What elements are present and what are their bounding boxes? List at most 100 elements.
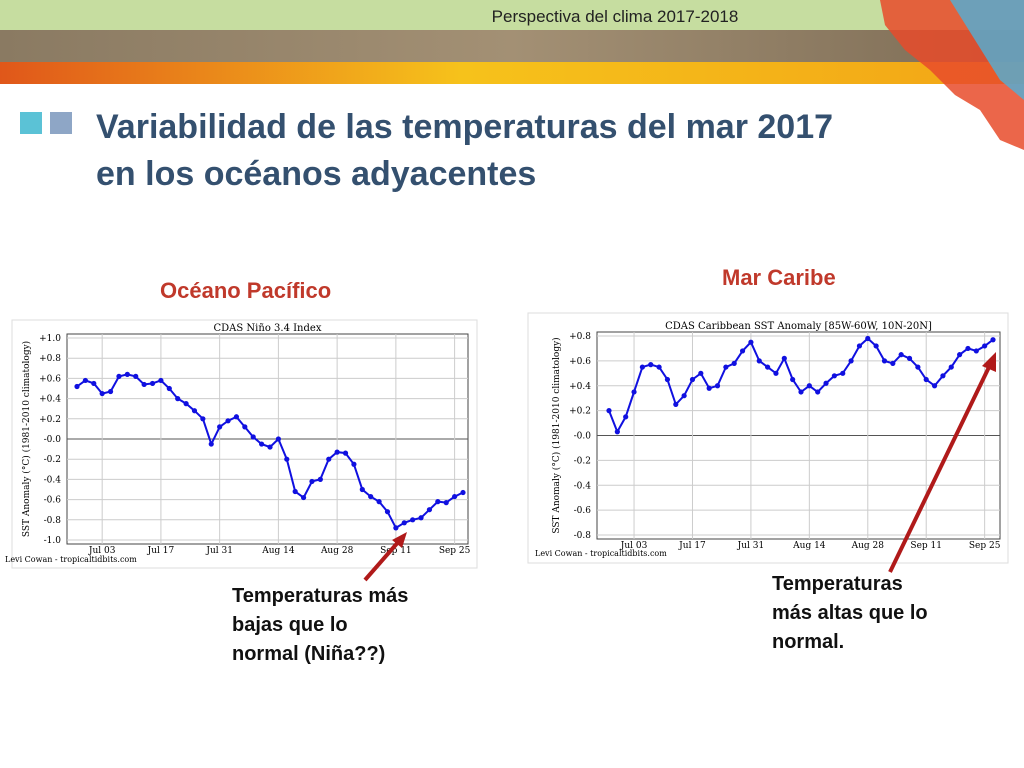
data-point: [368, 493, 374, 500]
data-point: [923, 376, 929, 383]
data-point: [317, 476, 323, 482]
x-tick-label: Sep 11: [910, 541, 942, 551]
data-point: [898, 352, 904, 358]
credit: Levi Cowan - tropicaltidbits.com: [5, 555, 137, 564]
x-tick-label: Sep 25: [439, 546, 471, 556]
data-point: [133, 373, 139, 379]
bullet-square: [20, 112, 42, 134]
data-point: [393, 525, 399, 531]
data-point: [158, 377, 164, 384]
x-tick-label: Jul 31: [737, 541, 765, 551]
data-point: [233, 414, 240, 420]
data-point: [990, 337, 996, 343]
data-point: [790, 376, 796, 383]
data-point: [957, 352, 963, 358]
data-point: [915, 364, 921, 370]
data-point: [965, 345, 971, 352]
data-point: [664, 376, 671, 383]
data-point: [149, 380, 156, 387]
arrow: [363, 538, 402, 582]
y-tick-label: +0.2: [39, 415, 61, 425]
data-point: [698, 370, 704, 376]
x-tick-label: Jul 17: [678, 541, 706, 551]
data-point: [443, 500, 449, 506]
data-point: [689, 376, 696, 383]
data-point: [284, 456, 290, 462]
data-point: [606, 408, 612, 414]
x-tick-label: Jul 03: [620, 541, 648, 551]
soil-band: [0, 30, 1024, 62]
data-point: [242, 424, 248, 430]
data-point: [183, 401, 189, 407]
y-tick-label: +0.4: [39, 395, 61, 405]
data-point: [74, 383, 80, 390]
annotation: normal (Niña??): [232, 643, 385, 665]
data-point: [765, 364, 771, 370]
data-point: [124, 371, 130, 377]
data-point: [731, 360, 737, 366]
annotation: Temperaturas: [772, 573, 903, 595]
y-tick-label: -0.8: [44, 516, 62, 526]
y-tick-label: +0.6: [39, 374, 61, 384]
heat-band: [0, 62, 1024, 84]
data-point: [873, 343, 879, 349]
header-band: [0, 0, 1024, 30]
data-point: [359, 486, 365, 493]
x-tick-label: Sep 25: [969, 541, 1001, 551]
data-point: [973, 348, 979, 354]
data-point: [748, 339, 754, 345]
data-point: [723, 364, 729, 370]
x-tick-label: Aug 28: [320, 546, 354, 556]
data-point: [673, 401, 679, 408]
data-point: [706, 385, 712, 391]
chart-label: Océano Pacífico: [160, 278, 331, 303]
data-point: [614, 429, 620, 435]
y-axis-label: SST Anomaly (°C) (1981-2010 climatology): [21, 341, 32, 537]
y-tick-label: -0.2: [574, 456, 591, 466]
data-point: [267, 444, 273, 450]
header-title: Perspectiva del clima 2017-2018: [492, 7, 739, 26]
data-point: [309, 478, 315, 485]
data-point: [648, 362, 654, 368]
data-point: [856, 343, 863, 349]
data-point: [631, 389, 637, 395]
y-tick-label: +0.6: [569, 357, 591, 367]
slide-title: Variabilidad de las temperaturas del mar…: [96, 108, 833, 146]
data-point: [410, 517, 416, 523]
data-point: [275, 436, 281, 442]
y-tick-label: -0.0: [44, 435, 62, 445]
data-point: [881, 358, 888, 364]
y-tick-label: -1.0: [44, 536, 62, 546]
y-tick-label: +0.4: [569, 382, 591, 392]
data-point: [656, 364, 662, 370]
arrow-head: [982, 352, 996, 372]
data-point: [225, 418, 231, 424]
data-point: [639, 364, 645, 370]
data-point: [940, 373, 946, 379]
y-tick-label: -0.2: [44, 455, 61, 465]
data-point: [292, 488, 298, 495]
x-tick-label: Jul 17: [147, 546, 175, 556]
y-tick-label: +0.2: [569, 407, 591, 417]
data-point: [890, 360, 896, 366]
data-point: [426, 507, 433, 513]
data-point: [435, 499, 441, 505]
data-point: [166, 385, 172, 392]
data-point: [401, 520, 407, 526]
x-tick-label: Aug 14: [792, 541, 826, 551]
annotation: más altas que lo: [772, 602, 928, 624]
y-tick-label: +0.8: [39, 354, 61, 364]
y-tick-label: -0.6: [574, 506, 592, 516]
data-point: [756, 358, 762, 364]
data-point: [191, 408, 198, 414]
x-tick-label: Aug 14: [261, 546, 295, 556]
data-point: [141, 381, 147, 388]
data-point: [342, 450, 349, 456]
x-tick-label: Jul 31: [205, 546, 233, 556]
data-point: [681, 393, 687, 399]
data-point: [91, 380, 97, 387]
arrow: [888, 364, 992, 573]
x-tick-label: Jul 03: [88, 546, 116, 556]
data-point: [384, 509, 391, 515]
